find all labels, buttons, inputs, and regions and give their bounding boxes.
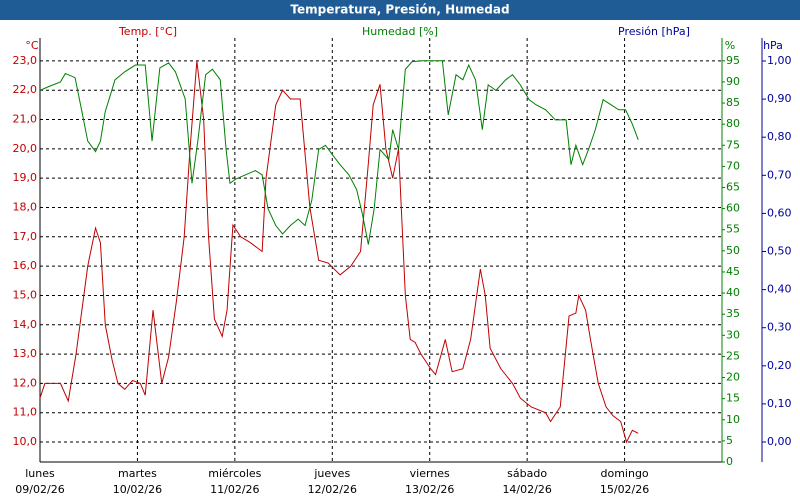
y2-tick-label: 50 <box>726 244 740 257</box>
title-bar <box>0 0 800 20</box>
x-tick-date: 12/02/26 <box>308 483 357 496</box>
x-tick-label: lunes <box>25 467 55 480</box>
y2-axis-unit: % <box>725 39 735 52</box>
y-tick-label: 13,0 <box>13 347 38 360</box>
y3-tick-label: 0,30 <box>767 321 792 334</box>
y-tick-label: 14,0 <box>13 318 38 331</box>
y-tick-label: 21,0 <box>13 113 38 126</box>
plot-area <box>40 38 722 462</box>
x-tick-label: martes <box>118 467 157 480</box>
y3-tick-label: 0,00 <box>767 435 792 448</box>
chart-title: Temperatura, Presión, Humedad <box>290 3 509 17</box>
x-tick-label: domingo <box>600 467 648 480</box>
y-tick-label: 18,0 <box>13 200 38 213</box>
y-axis-label: Temp. [°C] <box>118 25 177 38</box>
y-tick-label: 22,0 <box>13 83 38 96</box>
x-tick-label: miércoles <box>208 467 261 480</box>
y2-tick-label: 30 <box>726 328 740 341</box>
x-tick-label: viernes <box>410 467 450 480</box>
x-tick-date: 15/02/26 <box>600 483 649 496</box>
x-tick-date: 13/02/26 <box>405 483 454 496</box>
x-tick-label: jueves <box>313 467 350 480</box>
x-tick-date: 10/02/26 <box>113 483 162 496</box>
y-tick-label: 23,0 <box>13 54 38 67</box>
y2-tick-label: 90 <box>726 75 740 88</box>
y3-tick-label: 0,20 <box>767 359 792 372</box>
y2-axis-label: Humedad [%] <box>362 25 438 38</box>
y2-tick-label: 5 <box>726 434 733 447</box>
y2-tick-label: 95 <box>726 54 740 67</box>
y2-tick-label: 10 <box>726 413 740 426</box>
y-tick-label: 20,0 <box>13 142 38 155</box>
x-tick-date: 11/02/26 <box>210 483 259 496</box>
y-tick-label: 16,0 <box>13 259 38 272</box>
y3-tick-label: 0,90 <box>767 92 792 105</box>
y3-tick-label: 0,10 <box>767 397 792 410</box>
x-tick-label: sábado <box>507 467 547 480</box>
y-tick-label: 17,0 <box>13 230 38 243</box>
y3-tick-label: 0,40 <box>767 283 792 296</box>
y-tick-label: 12,0 <box>13 376 38 389</box>
series-line <box>39 60 639 245</box>
x-tick-date: 09/02/26 <box>15 483 64 496</box>
series-line <box>39 60 639 444</box>
y2-tick-label: 55 <box>726 223 740 236</box>
y3-axis-label: Presión [hPa] <box>618 25 690 38</box>
y3-tick-label: 0,50 <box>767 245 792 258</box>
y2-tick-label: 70 <box>726 159 740 172</box>
y-axis-unit: °C <box>25 39 39 52</box>
y2-tick-label: 45 <box>726 265 740 278</box>
y-tick-label: 10,0 <box>13 435 38 448</box>
y3-tick-label: 0,60 <box>767 206 792 219</box>
y3-tick-label: 1,00 <box>767 54 792 67</box>
y-tick-label: 15,0 <box>13 288 38 301</box>
y2-tick-label: 40 <box>726 286 740 299</box>
y2-tick-label: 75 <box>726 138 740 151</box>
y-tick-label: 19,0 <box>13 171 38 184</box>
y3-tick-label: 0,70 <box>767 168 792 181</box>
y3-axis-unit: hPa <box>763 39 783 52</box>
y2-tick-label: 25 <box>726 349 740 362</box>
y2-tick-label: 35 <box>726 307 740 320</box>
x-tick-date: 14/02/26 <box>502 483 551 496</box>
y2-tick-label: 80 <box>726 117 740 130</box>
y3-tick-label: 0,80 <box>767 130 792 143</box>
y2-tick-label: 60 <box>726 202 740 215</box>
y2-tick-label: 0 <box>726 455 733 468</box>
y-tick-label: 11,0 <box>13 406 38 419</box>
y2-tick-label: 85 <box>726 96 740 109</box>
y2-tick-label: 20 <box>726 371 740 384</box>
y2-tick-label: 15 <box>726 392 740 405</box>
y2-tick-label: 65 <box>726 180 740 193</box>
